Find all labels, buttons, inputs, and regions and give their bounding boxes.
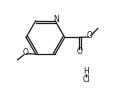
Text: N: N xyxy=(53,15,59,24)
Text: O: O xyxy=(22,48,28,57)
Text: O: O xyxy=(76,47,82,56)
Text: H: H xyxy=(82,67,88,76)
Text: Cl: Cl xyxy=(81,75,89,84)
Text: O: O xyxy=(86,31,92,40)
